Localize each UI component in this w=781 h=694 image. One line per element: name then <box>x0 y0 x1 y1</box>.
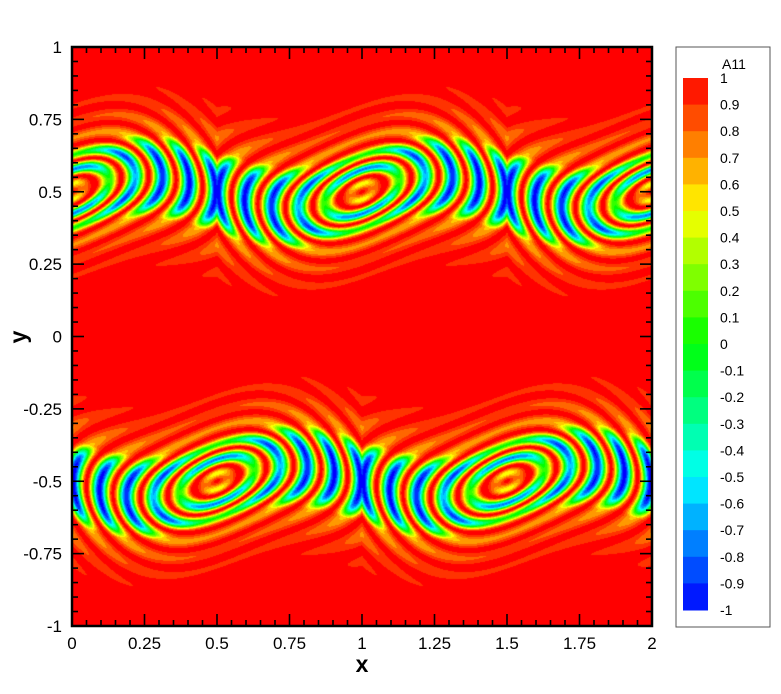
legend-swatch <box>683 211 708 239</box>
a11-field-heatmap <box>72 47 652 626</box>
legend-level-label: -0.6 <box>720 496 744 512</box>
legend-level-label: 0 <box>720 336 728 352</box>
legend-swatch <box>683 450 708 478</box>
legend-level-label: 0.1 <box>720 309 740 325</box>
legend-level-label: -0.4 <box>720 442 744 458</box>
legend-level-label: -0.5 <box>720 469 744 485</box>
y-tick-label: -0.25 <box>23 400 62 419</box>
legend-swatch <box>683 104 708 132</box>
y-tick-label: 0 <box>53 328 62 347</box>
x-tick-label: 0 <box>67 634 76 653</box>
y-tick-label: 0.5 <box>38 183 62 202</box>
legend-swatch <box>683 397 708 425</box>
legend-level-label: 0.5 <box>720 203 740 219</box>
x-tick-label: 1.75 <box>563 634 596 653</box>
y-axis-title: y <box>5 330 31 343</box>
legend-level-label: 0.8 <box>720 123 740 139</box>
legend-swatch <box>683 583 708 611</box>
x-tick-label: 1.5 <box>495 634 519 653</box>
legend-swatch <box>683 503 708 531</box>
x-tick-label: 0.25 <box>128 634 161 653</box>
legend-level-label: -0.3 <box>720 416 744 432</box>
legend-swatch <box>683 477 708 505</box>
legend-swatch <box>683 556 708 584</box>
x-tick-label: 0.75 <box>273 634 306 653</box>
legend-swatch <box>683 237 708 265</box>
x-tick-label: 2 <box>647 634 656 653</box>
legend-level-label: -0.1 <box>720 363 744 379</box>
legend-swatch <box>683 131 708 159</box>
legend-level-label: 0.7 <box>720 150 740 166</box>
x-tick-label: 1 <box>357 634 366 653</box>
y-tick-label: 1 <box>53 38 62 57</box>
legend-swatch <box>683 78 708 106</box>
x-tick-label: 1.25 <box>418 634 451 653</box>
legend-level-label: -0.2 <box>720 389 744 405</box>
y-tick-label: -0.75 <box>23 545 62 564</box>
y-tick-label: -1 <box>47 617 62 636</box>
legend-level-label: 1 <box>720 70 728 86</box>
legend-title: A11 <box>722 56 746 72</box>
legend-swatch <box>683 157 708 185</box>
legend-level-label: 0.3 <box>720 256 740 272</box>
y-tick-label: 0.25 <box>29 255 62 274</box>
x-axis-title: x <box>356 651 369 677</box>
legend-level-label: 0.9 <box>720 97 740 113</box>
x-tick-labels: 0 0.25 0.5 0.75 1 1.25 1.5 1.75 2 <box>67 634 656 653</box>
y-tick-label: 0.75 <box>29 110 62 129</box>
plot-area <box>70 45 654 628</box>
legend-level-label: -0.7 <box>720 522 744 538</box>
legend-swatch <box>683 264 708 292</box>
colorbar-legend: A11 1 0.9 0.8 0.7 0.6 0.5 0.4 0.3 0.2 0.1 0 -0.1 -0.… <box>675 46 771 628</box>
legend-swatch <box>683 184 708 212</box>
x-tick-label: 0.5 <box>205 634 229 653</box>
y-tick-labels: -1 -0.75 -0.5 -0.25 0 0.25 0.5 0.75 1 <box>23 38 62 636</box>
legend-level-label: -0.8 <box>720 549 744 565</box>
axis-ticks <box>71 46 653 627</box>
legend-level-label: -1 <box>720 602 733 618</box>
legend-swatches <box>683 78 708 611</box>
legend-level-label: 0.4 <box>720 230 740 246</box>
legend-level-label: 0.2 <box>720 283 740 299</box>
legend-level-label: -0.9 <box>720 575 744 591</box>
legend-swatch <box>683 423 708 451</box>
y-tick-label: -0.5 <box>33 472 62 491</box>
legend-swatch <box>683 344 708 372</box>
legend-swatch <box>683 530 708 558</box>
legend-labels: 1 0.9 0.8 0.7 0.6 0.5 0.4 0.3 0.2 0.1 0 -0.1 -0.2 -0.… <box>720 70 744 618</box>
legend-swatch <box>683 317 708 345</box>
legend-swatch <box>683 370 708 398</box>
legend-swatch <box>683 290 708 318</box>
legend-level-label: 0.6 <box>720 176 740 192</box>
